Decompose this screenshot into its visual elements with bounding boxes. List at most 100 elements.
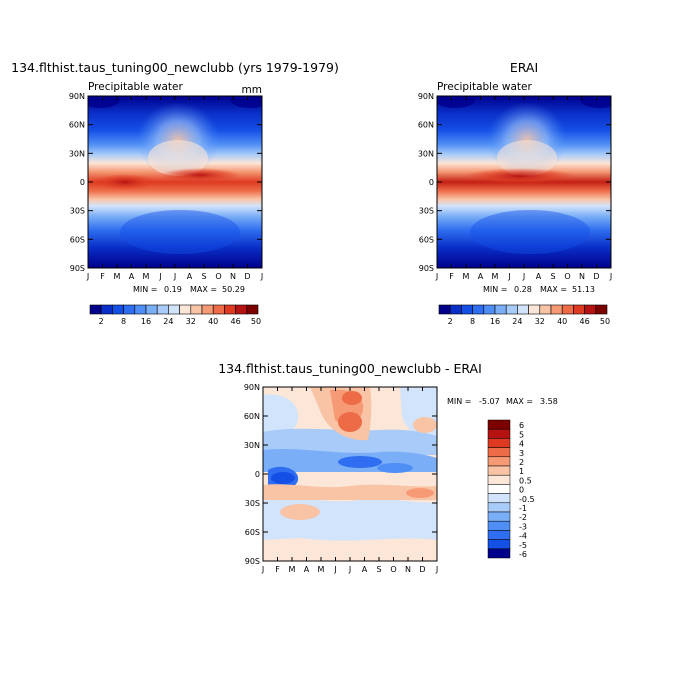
obs-max-label: MAX = (540, 285, 567, 294)
colorbar-swatch (438, 304, 451, 315)
colorbar-label: 0 (519, 486, 524, 495)
colorbar-swatch (487, 428, 511, 439)
y-tick-label: 60N (69, 121, 85, 130)
diff-title: 134.flthist.taus_tuning00_newclubb - ERA… (218, 361, 482, 376)
x-tick-label: J (522, 272, 525, 281)
x-tick-label: J (158, 272, 161, 281)
y-tick-label: 90N (418, 92, 434, 101)
colorbar-swatch (472, 304, 485, 315)
colorbar-swatch (123, 304, 136, 315)
x-tick-label: N (579, 272, 585, 281)
obs-min-label: MIN = (483, 285, 508, 294)
y-tick-label: 0 (255, 470, 260, 479)
y-tick-label: 30S (245, 499, 260, 508)
x-tick-label: J (348, 565, 351, 574)
colorbar-label: 5 (519, 430, 524, 439)
obs-field (437, 96, 611, 268)
obs-colorbar: 2 8 16 24 32 40 46 50 (438, 304, 610, 326)
colorbar-swatch (487, 539, 511, 550)
model-units: mm (242, 84, 262, 96)
x-tick-label: A (478, 272, 484, 281)
colorbar-swatch (100, 304, 113, 315)
x-tick-label: A (536, 272, 542, 281)
colorbar-label: 8 (470, 317, 475, 326)
y-tick-label: 60S (70, 235, 85, 244)
colorbar-swatch (156, 304, 169, 315)
colorbar-label: 1 (519, 467, 524, 476)
colorbar-label: -0.5 (519, 495, 535, 504)
colorbar-swatch (487, 502, 511, 513)
y-tick-label: 30N (418, 149, 434, 158)
model-panel: 134.flthist.taus_tuning00_newclubb (yrs … (11, 60, 339, 326)
colorbar-swatch (528, 304, 541, 315)
model-max-label: MAX = (190, 285, 217, 294)
colorbar-swatch (483, 304, 496, 315)
colorbar-label: 50 (251, 317, 261, 326)
x-tick-label: N (405, 565, 411, 574)
colorbar-swatch (461, 304, 473, 315)
x-tick-label: J (435, 565, 438, 574)
colorbar-label: 40 (208, 317, 218, 326)
x-tick-label: S (201, 272, 206, 281)
colorbar-label: -6 (519, 550, 527, 559)
colorbar-swatch (487, 474, 511, 485)
colorbar-swatch (517, 304, 529, 315)
y-tick-label: 60S (245, 528, 260, 537)
colorbar-swatch (487, 493, 511, 504)
colorbar-swatch (539, 304, 552, 315)
colorbar-label: -1 (519, 504, 527, 513)
obs-y-ticks: 90N 60N 30N 0 30S 60S 90S (418, 92, 611, 273)
colorbar-label: -5 (519, 541, 527, 550)
colorbar-label: 40 (557, 317, 567, 326)
colorbar-label: -2 (519, 513, 527, 522)
colorbar-swatch (487, 438, 511, 448)
colorbar-swatch (487, 484, 511, 494)
obs-max-value: 51.13 (572, 285, 595, 294)
y-tick-label: 60N (244, 412, 260, 421)
x-tick-label: F (449, 272, 454, 281)
x-tick-label: J (86, 272, 89, 281)
y-tick-label: 30S (419, 207, 434, 216)
colorbar-swatch (201, 304, 214, 315)
obs-min-value: 0.28 (514, 285, 532, 294)
colorbar-swatch (168, 304, 180, 315)
x-tick-label: S (376, 565, 381, 574)
x-tick-label: F (275, 565, 280, 574)
colorbar-label: 16 (490, 317, 500, 326)
colorbar-swatch (487, 419, 511, 430)
colorbar-swatch (573, 304, 585, 315)
x-tick-label: F (100, 272, 105, 281)
colorbar-label: 32 (186, 317, 196, 326)
colorbar-label: 46 (231, 317, 241, 326)
colorbar-label: 4 (519, 440, 524, 449)
colorbar-label: 6 (519, 421, 524, 430)
x-tick-label: N (230, 272, 236, 281)
y-tick-label: 60N (418, 121, 434, 130)
x-tick-label: A (129, 272, 135, 281)
model-subtitle: Precipitable water (88, 81, 183, 93)
colorbar-swatch (134, 304, 147, 315)
model-colorbar: 2 8 16 24 32 40 46 50 (89, 304, 261, 326)
colorbar-label: 32 (535, 317, 545, 326)
colorbar-label: 16 (141, 317, 151, 326)
colorbar-swatch (246, 304, 259, 315)
model-field (88, 96, 262, 268)
x-tick-label: M (463, 272, 470, 281)
colorbar-label: 24 (163, 317, 173, 326)
colorbar-label: 2 (519, 458, 524, 467)
x-tick-label: D (593, 272, 599, 281)
y-tick-label: 90S (419, 264, 434, 273)
x-tick-label: M (143, 272, 150, 281)
x-tick-label: S (550, 272, 555, 281)
diff-y-ticks: 90N 60N 30N 0 30S 60S 90S (244, 383, 437, 566)
diff-field (263, 387, 437, 561)
colorbar-swatch (487, 456, 511, 467)
x-tick-label: M (492, 272, 499, 281)
y-tick-label: 0 (80, 178, 85, 187)
colorbar-swatch (487, 465, 511, 476)
model-title: 134.flthist.taus_tuning00_newclubb (yrs … (11, 60, 339, 75)
colorbar-swatch (224, 304, 236, 315)
x-tick-label: O (390, 565, 396, 574)
